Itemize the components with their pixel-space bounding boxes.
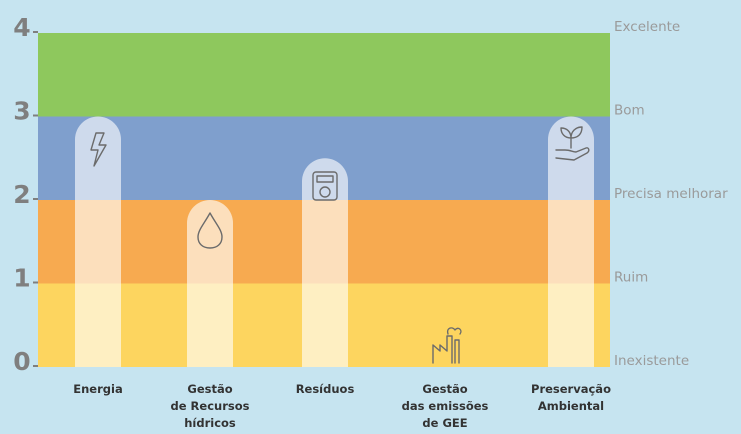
x-tick-line: Energia (73, 382, 122, 396)
x-tick-line: de Recursos (171, 399, 250, 413)
x-tick-line: Gestão (422, 382, 467, 396)
labels: Inexistente Ruim Precisa melhorar Bom Excele… (73, 19, 728, 430)
x-tick-line: das emissões (402, 399, 489, 413)
axis: 0 1 2 3 4 (13, 13, 38, 376)
bar (75, 116, 121, 367)
level-label: Ruim (614, 270, 648, 286)
level-label: Inexistente (614, 353, 689, 369)
bar (302, 158, 348, 367)
plant-icon (555, 126, 590, 161)
x-tick-label: Gestão de Recursos hídricos (171, 382, 250, 430)
x-tick-label: Preservação Ambiental (531, 382, 611, 413)
level-label: Excelente (614, 19, 680, 35)
x-tick-line: hídricos (184, 416, 236, 430)
level-label: Precisa melhorar (614, 186, 728, 202)
y-tick-label: 2 (13, 180, 30, 209)
bar (548, 116, 594, 367)
emissions-icon (432, 327, 462, 364)
x-tick-line: Preservação (531, 382, 611, 396)
x-tick-line: de GEE (422, 416, 467, 430)
x-tick-label: Gestão das emissões de GEE (402, 382, 489, 430)
energy-icon (90, 132, 107, 167)
bar (187, 200, 233, 367)
x-tick-line: Gestão (187, 382, 232, 396)
x-tick-line: Ambiental (538, 399, 604, 413)
water-icon (197, 212, 223, 249)
band (38, 33, 610, 117)
bars (75, 116, 594, 367)
x-tick-line: Resíduos (296, 382, 355, 396)
y-tick-label: 0 (13, 347, 30, 376)
icons (90, 126, 590, 364)
y-tick-label: 1 (13, 264, 30, 293)
x-tick-label: Energia (73, 382, 122, 396)
waste-icon (312, 171, 338, 201)
y-tick-label: 4 (13, 13, 30, 42)
x-tick-label: Resíduos (296, 382, 355, 396)
y-tick-label: 3 (13, 97, 30, 126)
level-label: Bom (614, 103, 645, 119)
